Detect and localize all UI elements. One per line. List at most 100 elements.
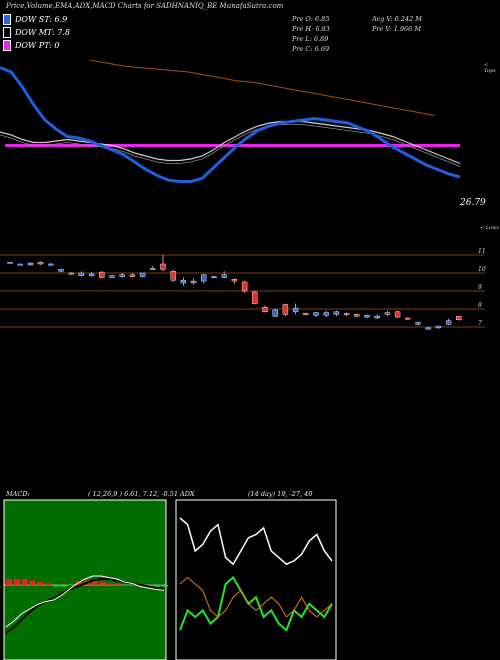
candle-body: [272, 309, 278, 317]
legend-dow-pt: DOW PT: 0: [3, 40, 60, 51]
adx-line: [179, 576, 333, 618]
price-tick-label: 9: [478, 284, 482, 291]
tops-tag: < Tops: [484, 62, 496, 74]
macd-histogram-bar: [154, 585, 161, 587]
candle-body: [292, 307, 299, 312]
candle-body: [180, 280, 187, 284]
legend-dow-mt: DOW MT: 7.8: [3, 27, 70, 38]
legend-label-mt: DOW MT: 7.8: [15, 28, 70, 37]
adx-plus-di-line: [179, 517, 333, 566]
legend-label-st: DOW ST: 6.9: [15, 15, 68, 24]
candle-body: [37, 262, 44, 265]
candle-body: [354, 314, 360, 317]
candle-body: [190, 280, 197, 284]
pre-high: Pre H: 6.83: [292, 25, 330, 33]
dow-mt-line: [0, 120, 461, 165]
macd-histogram-bar: [21, 579, 28, 585]
price-tick-label: 7: [478, 320, 482, 327]
candle-body: [109, 275, 115, 278]
macd-line: [5, 575, 165, 628]
macd-histogram-bar: [91, 580, 98, 585]
candle-body: [405, 317, 411, 320]
adx-panel: [175, 499, 337, 660]
candle-body: [445, 320, 452, 325]
candle-body: [201, 274, 207, 282]
pre-close: Pre C: 6.69: [292, 45, 330, 53]
candle-body: [425, 327, 431, 330]
candle-body: [170, 271, 176, 281]
candle-body: [394, 311, 401, 318]
candle-body: [323, 312, 329, 316]
macd-histogram-bar: [162, 585, 168, 587]
macd-histogram-bar: [60, 585, 67, 587]
candle-body: [160, 263, 166, 270]
adx-params: (14 day) 19, -27, 40: [248, 490, 313, 498]
legend-dow-st: DOW ST: 6.9: [3, 14, 67, 25]
pre-volume: Pre V: 1.966 M: [372, 25, 422, 33]
candle-body: [150, 268, 156, 270]
candle-body: [231, 279, 238, 282]
macd-title: MACD:: [6, 490, 30, 498]
legend-swatch-mt: [3, 27, 11, 38]
price-tick-label: 10: [478, 266, 486, 273]
macd-panel: [3, 499, 167, 660]
pre-open: Pre O: 6.85: [292, 15, 330, 23]
candle-body: [17, 263, 23, 266]
candle-body: [343, 313, 350, 315]
candle-body: [313, 312, 319, 316]
pre-low: Pre L: 6.89: [292, 35, 329, 43]
candle-body: [88, 273, 95, 276]
candle-body: [58, 269, 64, 272]
price-tick-label: 8: [478, 302, 482, 309]
macd-histogram-bar: [29, 580, 36, 585]
candle-body: [374, 316, 380, 319]
macd-histogram-bar: [68, 585, 75, 586]
candle-body: [139, 272, 146, 277]
legend-swatch-st: [3, 14, 11, 25]
macd-histogram-bar: [37, 582, 44, 585]
macd-histogram-bar: [115, 583, 122, 585]
dow-st-line: [0, 66, 461, 183]
candle-body: [241, 281, 248, 292]
macd-histogram-bar: [107, 583, 114, 585]
adx-minus-di-line: [179, 575, 333, 632]
candle-body: [333, 311, 340, 315]
candle-body: [78, 272, 85, 276]
chart-title: Price,Volume,EMA,ADX,MACD Charts for SAD…: [6, 2, 284, 10]
candle-body: [221, 274, 227, 278]
macd-histogram-bar: [123, 585, 129, 586]
long-ema-line: [89, 59, 436, 116]
legend-swatch-pt: [3, 40, 11, 51]
candle-body: [384, 312, 391, 315]
dow-mt-shadow-line: [0, 124, 461, 167]
candle-body: [99, 271, 105, 278]
macd-params: ( 12,26,9 ) 6.61, 7.12, -0.51: [88, 490, 178, 498]
candle-body: [7, 262, 13, 264]
adx-title: ADX: [180, 490, 195, 498]
candle-body: [435, 325, 442, 329]
candle-body: [415, 322, 421, 325]
macd-signal-line: [5, 578, 165, 634]
macd-histogram-bar: [6, 579, 12, 585]
macd-histogram-bar: [52, 585, 59, 587]
candle-body: [262, 307, 268, 312]
lows-tag: < Lows: [480, 225, 499, 231]
candle-body: [68, 272, 74, 275]
candle-body: [252, 291, 258, 304]
candle-body: [303, 313, 309, 315]
candle-body: [282, 304, 289, 315]
macd-histogram-bar: [130, 585, 137, 586]
macd-histogram-bar: [13, 579, 20, 585]
macd-histogram-bar: [45, 583, 51, 585]
avg-volume: Avg V: 0.242 M: [372, 15, 422, 23]
macd-histogram-bar: [76, 582, 83, 585]
candle-body: [364, 315, 370, 318]
candle-body: [27, 262, 34, 266]
legend-label-pt: DOW PT: 0: [15, 41, 60, 50]
candle-body: [48, 263, 54, 266]
candle-body: [129, 274, 136, 277]
price-tick-label: 11: [478, 248, 486, 255]
last-price-label: 26.79: [460, 198, 486, 208]
macd-histogram-bar: [99, 582, 106, 585]
